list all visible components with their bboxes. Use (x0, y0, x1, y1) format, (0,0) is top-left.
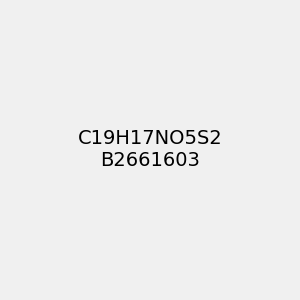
Text: C19H17NO5S2
B2661603: C19H17NO5S2 B2661603 (78, 130, 222, 170)
